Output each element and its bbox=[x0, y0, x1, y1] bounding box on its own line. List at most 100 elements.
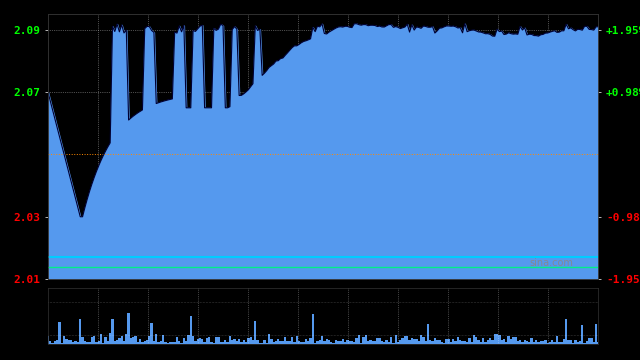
Bar bbox=[321, 336, 323, 344]
Bar bbox=[452, 339, 454, 344]
Bar bbox=[461, 341, 463, 344]
Bar bbox=[70, 340, 72, 344]
Bar bbox=[192, 336, 194, 344]
Bar bbox=[296, 336, 298, 344]
Bar bbox=[531, 338, 532, 344]
Bar bbox=[595, 324, 597, 344]
Bar bbox=[268, 333, 270, 344]
Bar bbox=[427, 324, 429, 344]
Bar bbox=[454, 341, 457, 344]
Bar bbox=[199, 338, 201, 344]
Bar bbox=[298, 341, 300, 344]
Bar bbox=[77, 342, 79, 344]
Bar bbox=[355, 338, 358, 344]
Bar bbox=[369, 340, 372, 344]
Bar bbox=[261, 343, 263, 344]
Bar bbox=[316, 341, 319, 344]
Bar bbox=[450, 342, 452, 344]
Bar bbox=[524, 339, 526, 344]
Bar bbox=[351, 341, 353, 344]
Bar bbox=[204, 342, 205, 344]
Bar bbox=[314, 343, 316, 344]
Bar bbox=[365, 335, 367, 344]
Bar bbox=[212, 342, 215, 344]
Bar bbox=[263, 340, 266, 344]
Bar bbox=[293, 342, 296, 344]
Bar bbox=[424, 341, 427, 344]
Bar bbox=[521, 342, 524, 344]
Bar bbox=[180, 343, 183, 344]
Bar bbox=[245, 342, 247, 344]
Bar bbox=[335, 340, 337, 344]
Bar bbox=[257, 340, 259, 344]
Bar bbox=[593, 342, 595, 344]
Bar bbox=[51, 343, 54, 344]
Bar bbox=[211, 342, 212, 344]
Bar bbox=[88, 342, 91, 344]
Bar bbox=[429, 340, 431, 344]
Bar bbox=[447, 339, 450, 344]
Bar bbox=[234, 339, 236, 344]
Bar bbox=[307, 341, 309, 344]
Bar bbox=[390, 337, 392, 344]
Bar bbox=[270, 339, 273, 344]
Bar bbox=[579, 341, 581, 344]
Bar bbox=[215, 337, 217, 344]
Bar bbox=[418, 341, 420, 344]
Bar bbox=[500, 340, 503, 344]
Bar bbox=[535, 341, 538, 344]
Bar bbox=[392, 343, 395, 344]
Bar bbox=[118, 338, 120, 344]
Bar bbox=[563, 339, 565, 344]
Bar bbox=[544, 341, 547, 344]
Bar bbox=[346, 341, 349, 344]
Bar bbox=[157, 342, 160, 344]
Bar bbox=[422, 337, 424, 344]
Bar bbox=[470, 342, 473, 344]
Bar bbox=[581, 325, 584, 344]
Bar bbox=[68, 341, 70, 344]
Bar bbox=[353, 342, 355, 344]
Bar bbox=[95, 342, 97, 344]
Bar bbox=[532, 342, 535, 344]
Bar bbox=[224, 340, 227, 344]
Bar bbox=[436, 339, 438, 344]
Bar bbox=[141, 342, 143, 344]
Bar bbox=[47, 336, 49, 344]
Bar bbox=[97, 341, 100, 344]
Bar bbox=[58, 322, 61, 344]
Bar bbox=[401, 338, 404, 344]
Bar bbox=[498, 335, 500, 344]
Bar bbox=[362, 337, 365, 344]
Bar bbox=[584, 343, 586, 344]
Bar bbox=[194, 341, 196, 344]
Bar bbox=[372, 341, 374, 344]
Bar bbox=[434, 338, 436, 344]
Bar bbox=[463, 341, 466, 344]
Bar bbox=[243, 341, 245, 344]
Bar bbox=[166, 342, 169, 344]
Bar bbox=[54, 341, 56, 344]
Bar bbox=[526, 341, 528, 344]
Bar bbox=[342, 339, 344, 344]
Bar bbox=[482, 338, 484, 344]
Bar bbox=[282, 341, 284, 344]
Bar bbox=[337, 341, 339, 344]
Bar bbox=[116, 340, 118, 344]
Bar bbox=[561, 342, 563, 344]
Bar bbox=[344, 342, 346, 344]
Bar bbox=[512, 337, 515, 344]
Bar bbox=[63, 336, 65, 344]
Bar bbox=[102, 343, 104, 344]
Bar bbox=[196, 339, 199, 344]
Bar bbox=[183, 338, 185, 344]
Bar bbox=[556, 336, 558, 344]
Bar bbox=[309, 338, 312, 344]
Bar bbox=[107, 341, 109, 344]
Bar bbox=[590, 338, 593, 344]
Bar bbox=[132, 337, 134, 344]
Bar bbox=[378, 338, 381, 344]
Bar bbox=[231, 340, 234, 344]
Bar bbox=[441, 342, 443, 344]
Bar bbox=[189, 316, 192, 344]
